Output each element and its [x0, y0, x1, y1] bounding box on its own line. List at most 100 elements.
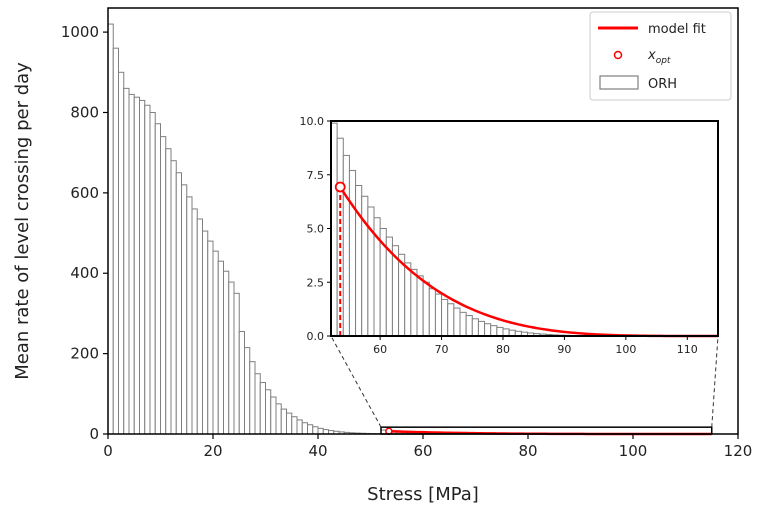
histogram-bar: [254, 373, 261, 435]
legend-orh-swatch: [599, 75, 639, 90]
y-tick-label: 1000: [61, 23, 99, 41]
histogram-bar: [118, 71, 125, 435]
inset-y-tick-label: 2.5: [307, 276, 325, 289]
histogram-bar: [280, 408, 287, 435]
histogram-bar: [144, 104, 151, 435]
histogram-bar: [307, 424, 314, 435]
inset-x-tick-label: 90: [557, 343, 571, 356]
histogram-bar: [244, 347, 251, 435]
zoom-connector-right: [711, 335, 719, 428]
main-y-ticks: 0 200 400 600 800 1000: [61, 23, 108, 443]
histogram-bar: [175, 172, 182, 435]
inset-histogram-bar: [484, 323, 492, 337]
histogram-bar: [191, 208, 198, 435]
x-tick-label: 0: [103, 442, 113, 460]
y-axis-label: Mean rate of level crossing per day: [12, 62, 33, 380]
inset-x-tick-label: 100: [615, 343, 636, 356]
inset-x-tick-label: 80: [496, 343, 510, 356]
inset-histogram-bar: [348, 169, 357, 337]
histogram-bar: [170, 160, 177, 435]
histogram-bar: [296, 419, 303, 435]
x-tick-label: 120: [724, 442, 753, 460]
inset-histogram-bar: [428, 288, 436, 337]
zoom-indicator: [330, 335, 719, 435]
inset-histogram-bar: [342, 154, 350, 337]
x-tick-label: 60: [413, 442, 432, 460]
histogram-bar: [228, 281, 235, 435]
histogram-bar: [291, 416, 298, 435]
zoom-connector-left: [330, 335, 382, 428]
histogram-bar: [107, 23, 114, 435]
histogram-bar: [181, 184, 188, 435]
y-tick-label: 200: [70, 345, 99, 363]
histogram-bar: [186, 196, 193, 435]
histogram-bar: [212, 250, 219, 435]
x-axis-label: Stress [MPa]: [367, 484, 479, 505]
legend: model fit xopt ORH: [589, 11, 732, 101]
inset-y-tick-label: 0.0: [307, 330, 325, 343]
inset-x-tick-label: 60: [373, 343, 387, 356]
inset-histogram-bar: [361, 195, 369, 337]
inset-x-tick-label: 70: [435, 343, 449, 356]
inset-chart: 60 70 80 90 100 110 0.0 2.5 5.0 7.5 10.0: [300, 115, 719, 356]
histogram-bar: [275, 403, 282, 435]
inset-histogram-bar: [459, 311, 467, 337]
legend-fit-label: model fit: [648, 22, 706, 37]
histogram-bar: [301, 422, 308, 435]
y-tick-label: 800: [70, 103, 99, 121]
histogram-bar: [238, 331, 245, 435]
inset-histogram-bar: [465, 315, 473, 337]
legend-xopt-base: x: [647, 48, 656, 63]
histogram-bar: [207, 240, 214, 435]
inset-histogram-bar: [398, 253, 406, 337]
inset-histogram-bar: [434, 293, 443, 337]
histogram-bar: [233, 292, 240, 435]
y-tick-label: 0: [89, 425, 99, 443]
main-x-ticks: 0 20 40 60 80 100 120: [103, 434, 752, 460]
inset-histogram-bar: [422, 281, 430, 337]
legend-orh-label: ORH: [648, 77, 677, 92]
histogram-bar: [270, 396, 277, 435]
legend-xopt-marker: [613, 50, 623, 60]
inset-histogram-bar: [355, 185, 363, 337]
inset-histogram-bar: [441, 298, 449, 337]
legend-xopt-sub: opt: [656, 56, 671, 66]
inset-histogram-bar: [416, 275, 424, 337]
y-tick-label: 600: [70, 184, 99, 202]
x-tick-label: 80: [518, 442, 537, 460]
histogram-bar: [249, 361, 256, 435]
inset-y-tick-label: 5.0: [307, 223, 325, 236]
x-tick-label: 40: [308, 442, 327, 460]
histogram-bar: [112, 47, 119, 435]
histogram-bar: [160, 136, 167, 435]
histogram-bar: [286, 412, 293, 435]
histogram-bar: [223, 270, 230, 435]
histogram-bar: [133, 96, 140, 435]
x-tick-label: 100: [619, 442, 648, 460]
inset-histogram-bar: [477, 320, 486, 337]
histogram-bar: [317, 427, 324, 435]
inset-y-tick-label: 7.5: [307, 169, 325, 182]
histogram-bar: [139, 99, 146, 435]
histogram-bar: [312, 426, 319, 435]
histogram-bar: [202, 230, 209, 435]
inset-x-opt-marker: [334, 181, 346, 193]
histogram-bar: [196, 218, 203, 435]
histogram-bar: [149, 111, 156, 435]
inset-y-tick-label: 10.0: [300, 115, 325, 128]
y-tick-label: 400: [70, 264, 99, 282]
inset-x-ticks: 60 70 80 90 100 110: [373, 336, 698, 356]
histogram-bar: [265, 389, 272, 435]
zoom-region-box: [380, 426, 713, 435]
x-tick-label: 20: [203, 442, 222, 460]
legend-xopt-label: xopt: [647, 48, 671, 66]
histogram-bar: [128, 93, 135, 435]
histogram-bar: [165, 148, 172, 435]
inset-histogram-bar: [496, 326, 504, 337]
inset-histogram-bar: [447, 303, 455, 337]
histogram-bar: [123, 87, 130, 435]
inset-histogram-bar: [471, 318, 479, 337]
inset-histogram-bar: [453, 307, 461, 337]
inset-y-ticks: 0.0 2.5 5.0 7.5 10.0: [300, 115, 331, 343]
